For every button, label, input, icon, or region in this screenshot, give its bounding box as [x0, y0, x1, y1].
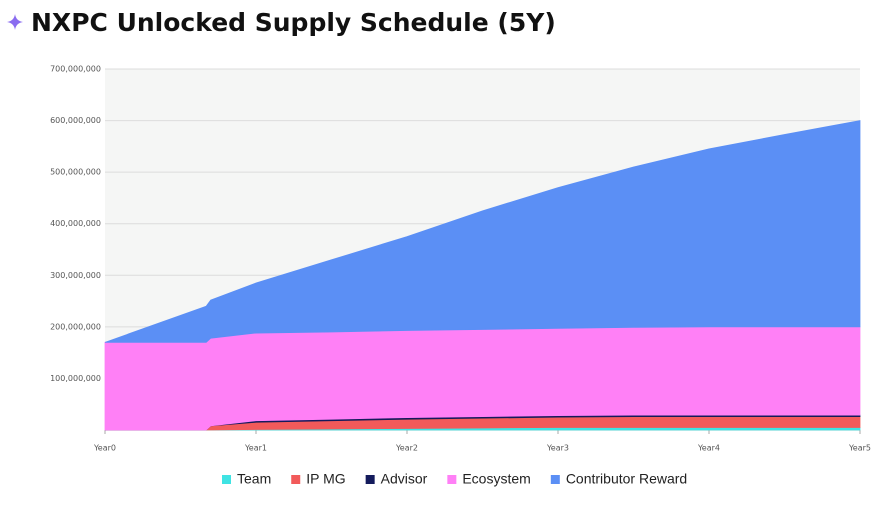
legend-marker: [447, 475, 457, 484]
y-tick-label: 200,000,000: [50, 322, 101, 331]
legend-label: IP MG: [306, 471, 345, 487]
legend-marker: [291, 475, 301, 484]
y-tick-label: 100,000,000: [50, 374, 101, 383]
area: [104, 120, 861, 343]
y-tick-label: 400,000,000: [50, 219, 101, 228]
legend-label: Contributor Reward: [566, 471, 687, 487]
x-tick-label: Year4: [697, 444, 720, 453]
area: [104, 326, 861, 431]
chart-title: NXPC Unlocked Supply Schedule (5Y): [31, 8, 556, 37]
legend-label: Team: [237, 471, 271, 487]
legend-marker: [222, 475, 231, 484]
x-tick-label: Year0: [93, 444, 116, 453]
x-tick-label: Year2: [395, 444, 418, 453]
x-tick-label: Year5: [848, 444, 871, 453]
y-tick-label: 300,000,000: [50, 271, 101, 280]
x-tick-label: Year1: [244, 444, 267, 453]
legend-marker: [550, 475, 560, 484]
legend-label: Advisor: [381, 471, 428, 487]
legend-label: Ecosystem: [462, 471, 530, 487]
y-tick-label: 500,000,000: [50, 168, 101, 177]
y-tick-label: 600,000,000: [50, 116, 101, 125]
x-tick-label: Year3: [546, 444, 569, 453]
legend-marker: [365, 475, 375, 484]
y-tick-label: 700,000,000: [50, 65, 101, 74]
sparkle-icon: [7, 14, 23, 30]
